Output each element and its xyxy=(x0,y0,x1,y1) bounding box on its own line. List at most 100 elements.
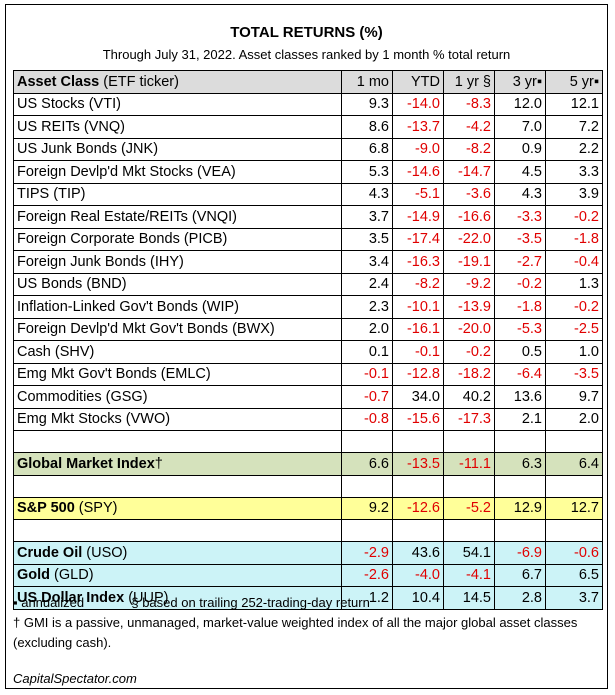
value-cell: 3.7 xyxy=(341,205,393,229)
value-cell: -17.3 xyxy=(443,407,495,431)
value-cell: -2.9 xyxy=(341,541,393,565)
value-cell: 9.2 xyxy=(341,496,393,520)
asset-class-cell: Foreign Junk Bonds (IHY) xyxy=(13,250,342,274)
value-cell: 4.3 xyxy=(494,182,546,206)
value-cell: 3.9 xyxy=(545,182,603,206)
value-cell: -6.9 xyxy=(494,541,546,565)
empty-cell xyxy=(443,430,495,453)
spacer-row xyxy=(13,519,603,542)
asset-class-cell: US Dollar Index (UUP) xyxy=(13,586,342,610)
asset-class-cell: US Bonds (BND) xyxy=(13,272,342,296)
table-row: Foreign Devlp'd Mkt Gov't Bonds (BWX) 2.0… xyxy=(13,317,603,341)
value-cell: 6.6 xyxy=(341,452,393,476)
value-cell: 3.3 xyxy=(545,160,603,184)
value-cell: -3.5 xyxy=(545,362,603,386)
value-cell: 9.7 xyxy=(545,385,603,409)
value-cell: -19.1 xyxy=(443,250,495,274)
asset-class-cell: Global Market Index† xyxy=(13,452,342,476)
table-row: Foreign Real Estate/REITs (VNQI) 3.7 -14.9… xyxy=(13,205,603,229)
asset-class-label: Gold xyxy=(17,567,51,584)
value-cell: -0.4 xyxy=(545,250,603,274)
value-cell: -4.2 xyxy=(443,115,495,139)
empty-cell xyxy=(494,474,546,498)
value-cell: -12.8 xyxy=(392,362,444,386)
value-cell: 6.4 xyxy=(545,452,603,476)
commodity-row: Gold (GLD) -2.6 -4.0 -4.1 6.7 6.5 xyxy=(13,563,603,587)
value-cell: -14.6 xyxy=(392,160,444,184)
value-cell: -0.2 xyxy=(494,272,546,296)
value-cell: 2.0 xyxy=(545,407,603,431)
value-cell: 2.1 xyxy=(494,407,546,431)
header-asset-label: Asset Class xyxy=(17,73,100,90)
note-gmi: † GMI is a passive, unmanaged, market-va… xyxy=(13,615,578,650)
value-cell: -16.1 xyxy=(392,317,444,341)
commodity-row: Crude Oil (USO) -2.9 43.6 54.1 -6.9 -0.6 xyxy=(13,541,603,565)
value-cell: -3.3 xyxy=(494,205,546,229)
value-cell: 2.8 xyxy=(494,586,546,610)
value-cell: -13.5 xyxy=(392,452,444,476)
gmi-row: Global Market Index† 6.6 -13.5 -11.1 6.3 6.4 xyxy=(13,452,603,476)
value-cell: 2.4 xyxy=(341,272,393,296)
sp500-row: S&P 500 (SPY) 9.2 -12.6 -5.2 12.9 12.7 xyxy=(13,496,603,520)
value-cell: 9.3 xyxy=(341,92,393,116)
value-cell: -3.6 xyxy=(443,182,495,206)
note-annualized: ▪ annualized xyxy=(13,595,85,610)
value-cell: 3.5 xyxy=(341,227,393,251)
table-row: US Stocks (VTI) 9.3 -14.0 -8.3 12.0 12.1 xyxy=(13,92,603,116)
value-cell: 12.0 xyxy=(494,92,546,116)
empty-cell xyxy=(392,430,444,453)
value-cell: -14.7 xyxy=(443,160,495,184)
table-row: TIPS (TIP) 4.3 -5.1 -3.6 4.3 3.9 xyxy=(13,182,603,206)
value-cell: 13.6 xyxy=(494,385,546,409)
returns-table: Asset Class (ETF ticker) 1 mo YTD 1 yr § 3 y… xyxy=(13,70,603,610)
value-cell: -0.2 xyxy=(545,205,603,229)
value-cell: -8.2 xyxy=(392,272,444,296)
asset-class-cell: Foreign Devlp'd Mkt Gov't Bonds (BWX) xyxy=(13,317,342,341)
empty-cell xyxy=(13,474,342,498)
value-cell: 1.0 xyxy=(545,340,603,364)
value-cell: -0.2 xyxy=(443,340,495,364)
value-cell: 12.7 xyxy=(545,496,603,520)
asset-class-cell: Emg Mkt Stocks (VWO) xyxy=(13,407,342,431)
table-row: Emg Mkt Gov't Bonds (EMLC) -0.1 -12.8 -18.2… xyxy=(13,362,603,386)
asset-class-cell: Gold (GLD) xyxy=(13,563,342,587)
value-cell: 3.7 xyxy=(545,586,603,610)
value-cell: -2.6 xyxy=(341,563,393,587)
value-cell: -14.9 xyxy=(392,205,444,229)
value-cell: -17.4 xyxy=(392,227,444,251)
value-cell: -0.1 xyxy=(392,340,444,364)
column-header: 5 yr▪ xyxy=(545,70,603,94)
value-cell: 0.9 xyxy=(494,137,546,161)
table-row: Foreign Junk Bonds (IHY) 3.4 -16.3 -19.1 -2.… xyxy=(13,250,603,274)
value-cell: -1.8 xyxy=(545,227,603,251)
value-cell: -2.7 xyxy=(494,250,546,274)
note-trailing: § based on trailing 252-trading-day retu… xyxy=(131,595,370,610)
table-row: Emg Mkt Stocks (VWO) -0.8 -15.6 -17.3 2.1 2.0 xyxy=(13,407,603,431)
value-cell: -8.3 xyxy=(443,92,495,116)
value-cell: -1.8 xyxy=(494,295,546,319)
value-cell: -4.1 xyxy=(443,563,495,587)
empty-cell xyxy=(443,474,495,498)
value-cell: 2.3 xyxy=(341,295,393,319)
asset-class-cell: Commodities (GSG) xyxy=(13,385,342,409)
asset-class-ticker: (GLD) xyxy=(50,567,94,584)
empty-cell xyxy=(392,474,444,498)
table-title: TOTAL RETURNS (%) xyxy=(230,24,383,41)
table-row: Inflation-Linked Gov't Bonds (WIP) 2.3 -10… xyxy=(13,295,603,319)
empty-cell xyxy=(13,430,342,453)
column-header: 1 yr § xyxy=(443,70,495,94)
header-row: Asset Class (ETF ticker) 1 mo YTD 1 yr § 3 y… xyxy=(13,70,603,94)
value-cell: 5.3 xyxy=(341,160,393,184)
asset-class-cell: TIPS (TIP) xyxy=(13,182,342,206)
asset-class-cell: US REITs (VNQ) xyxy=(13,115,342,139)
asset-class-cell: Emg Mkt Gov't Bonds (EMLC) xyxy=(13,362,342,386)
empty-cell xyxy=(494,519,546,542)
value-cell: -0.6 xyxy=(545,541,603,565)
asset-class-label: Global Market Index xyxy=(17,455,155,472)
value-cell: 6.3 xyxy=(494,452,546,476)
value-cell: -9.0 xyxy=(392,137,444,161)
value-cell: 0.5 xyxy=(494,340,546,364)
value-cell: 43.6 xyxy=(392,541,444,565)
value-cell: 0.1 xyxy=(341,340,393,364)
value-cell: -5.3 xyxy=(494,317,546,341)
